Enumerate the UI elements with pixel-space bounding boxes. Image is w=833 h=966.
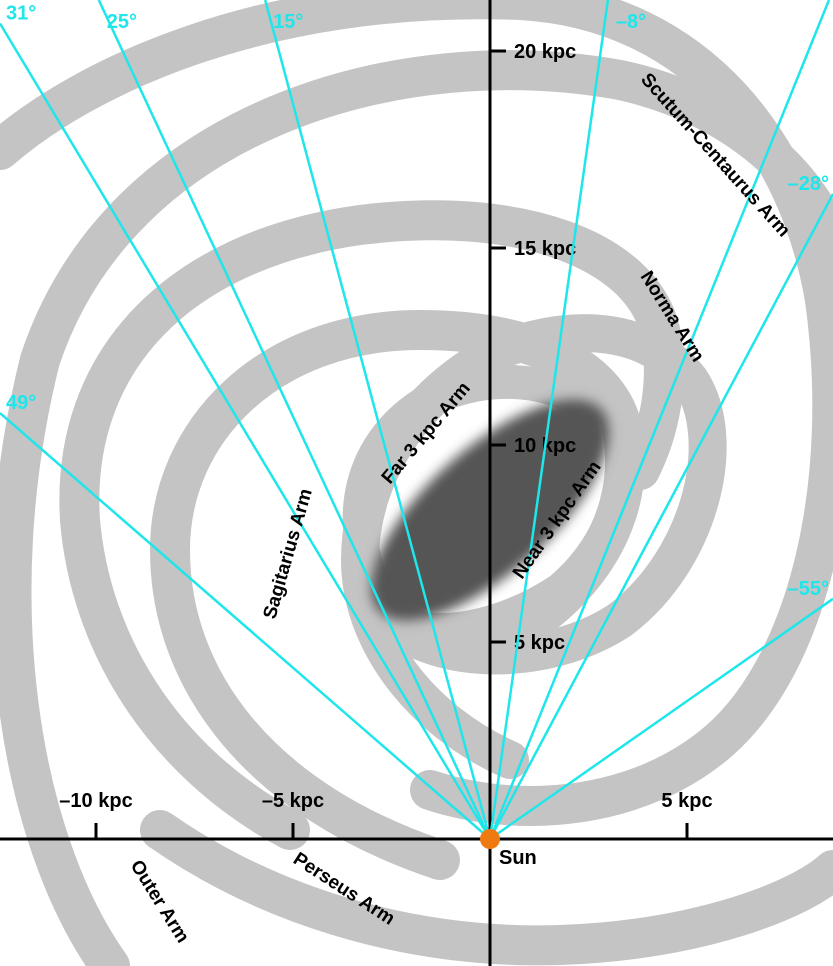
- y-tick-label: 5 kpc: [514, 632, 565, 654]
- y-tick-label: 20 kpc: [514, 41, 576, 63]
- sightline: [0, 22, 492, 840]
- sightline: [488, 0, 831, 840]
- sightline-angle-label: 31°: [6, 3, 36, 25]
- sightline: [97, 0, 492, 840]
- sightline-angle-label: –28°: [788, 173, 829, 195]
- sightline-angle-label: 15°: [273, 11, 303, 33]
- x-tick-label: –5 kpc: [262, 790, 324, 812]
- perseus-arm-band: [59, 200, 684, 850]
- sightlines: 31°25°15°–8°–22°–28°49°–55°: [0, 0, 833, 841]
- far3kpc-arm-band: [342, 364, 607, 617]
- sightline-angle-label: 25°: [107, 11, 137, 33]
- sightline: [263, 0, 492, 840]
- sightline-angle-label: 49°: [6, 392, 36, 414]
- near3kpc-arm-band: [383, 383, 641, 647]
- sun-label: Sun: [499, 847, 537, 869]
- x-tick-label: –10 kpc: [59, 790, 132, 812]
- scutum-arm-band: [0, 0, 833, 826]
- outer-arm-label: Outer Arm: [126, 857, 193, 947]
- sun-marker: [480, 829, 500, 849]
- y-tick-label: 15 kpc: [514, 238, 576, 260]
- sightline: [488, 0, 610, 840]
- x-tick-label: 5 kpc: [661, 790, 712, 812]
- sightline: [488, 193, 833, 840]
- sightline: [0, 412, 491, 840]
- perseus-lower-band: [140, 810, 833, 966]
- sightline: [489, 597, 833, 841]
- sightline-angle-label: –55°: [788, 578, 829, 600]
- sagittarius-arm-label: Sagitarius Arm: [260, 486, 317, 621]
- sightline-angle-label: –8°: [616, 11, 646, 33]
